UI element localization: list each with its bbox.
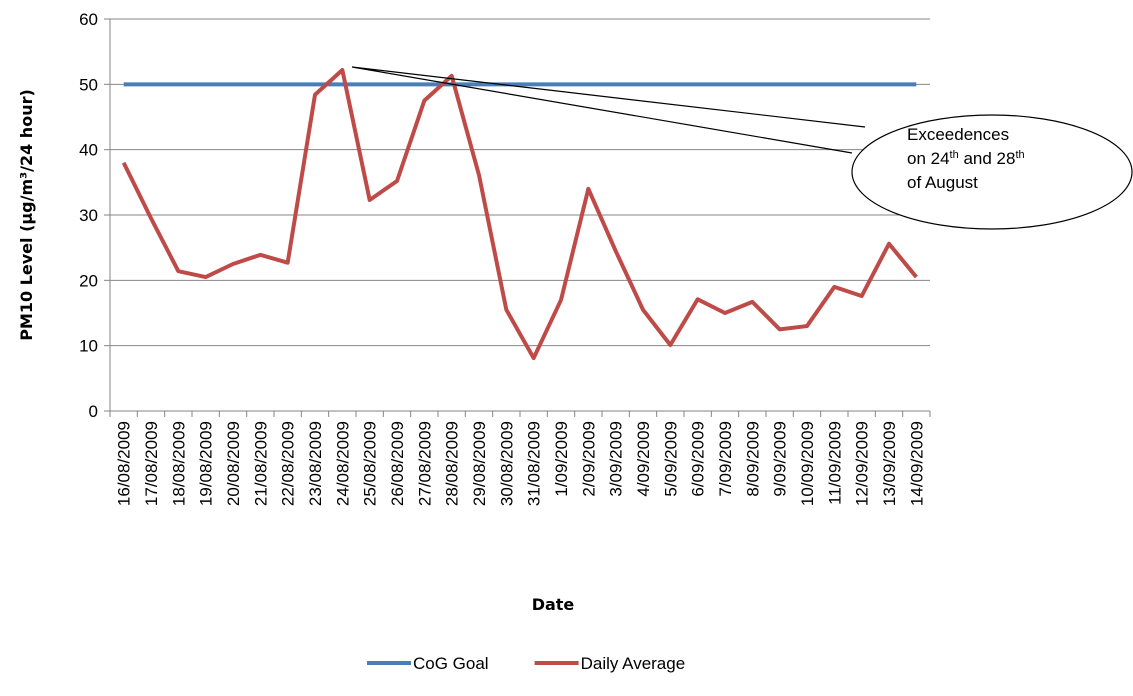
x-tick-label: 1/09/2009 <box>552 421 571 497</box>
annotation-text: Exceedences <box>907 125 1009 144</box>
annotation-part: Exceedences <box>907 125 1009 144</box>
annotation-part: th <box>950 149 959 161</box>
x-tick-label: 28/08/2009 <box>443 421 462 506</box>
x-tick-label: 5/09/2009 <box>661 421 680 497</box>
x-tick-label: 4/09/2009 <box>634 421 653 497</box>
x-tick-label: 2/09/2009 <box>579 421 598 497</box>
y-tick-label: 40 <box>79 141 98 160</box>
x-tick-label: 12/09/2009 <box>853 421 872 506</box>
x-tick-label: 25/08/2009 <box>361 421 380 506</box>
y-tick-label: 0 <box>89 402 98 421</box>
x-tick-label: 8/09/2009 <box>743 421 762 497</box>
annotation-part: of August <box>907 173 978 192</box>
annotation-part: on 24 <box>907 149 950 168</box>
x-tick-label: 9/09/2009 <box>771 421 790 497</box>
x-tick-label: 31/08/2009 <box>525 421 544 506</box>
x-axis-title: Date <box>532 595 575 614</box>
x-tick-label: 21/08/2009 <box>251 421 270 506</box>
y-tick-label: 30 <box>79 206 98 225</box>
series-line <box>121 67 918 361</box>
x-tick-label: 30/08/2009 <box>497 421 516 506</box>
x-tick-label: 13/09/2009 <box>880 421 899 506</box>
x-tick-label: 16/08/2009 <box>115 421 134 506</box>
annotation-part: th <box>1015 149 1024 161</box>
x-tick-label: 20/08/2009 <box>224 421 243 506</box>
x-tick-label: 6/09/2009 <box>689 421 708 497</box>
x-tick-label: 3/09/2009 <box>607 421 626 497</box>
x-tick-label: 7/09/2009 <box>716 421 735 497</box>
callout <box>851 114 1133 230</box>
x-tick-label: 14/09/2009 <box>907 421 926 506</box>
x-tick-label: 26/08/2009 <box>388 421 407 506</box>
annotation-part: and 28 <box>959 149 1016 168</box>
x-tick-label: 17/08/2009 <box>142 421 161 506</box>
y-tick-label: 50 <box>79 75 98 94</box>
callout-pointer <box>351 66 866 154</box>
y-tick-label: 10 <box>79 337 98 356</box>
y-axis-title: PM10 Level (µg/m³/24 hour) <box>17 89 36 341</box>
x-tick-label: 29/08/2009 <box>470 421 489 506</box>
annotation-text: of August <box>907 173 978 192</box>
x-tick-label: 27/08/2009 <box>415 421 434 506</box>
x-tick-label: 24/08/2009 <box>333 421 352 506</box>
x-tick-label: 22/08/2009 <box>279 421 298 506</box>
x-tick-label: 10/09/2009 <box>798 421 817 506</box>
y-tick-label: 60 <box>79 10 98 29</box>
legend-label: CoG Goal <box>413 654 489 673</box>
y-tick-label: 20 <box>79 271 98 290</box>
x-tick-label: 19/08/2009 <box>197 421 216 506</box>
x-tick-label: 11/09/2009 <box>825 421 844 505</box>
x-tick-label: 18/08/2009 <box>169 421 188 506</box>
legend-label: Daily Average <box>581 654 686 673</box>
annotation-text: on 24th and 28th <box>907 149 1025 168</box>
x-tick-label: 23/08/2009 <box>306 421 325 506</box>
